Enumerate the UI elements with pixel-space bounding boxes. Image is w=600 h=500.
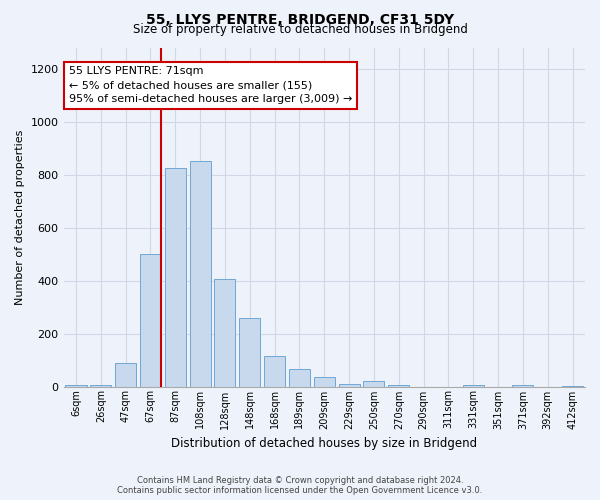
Bar [314,377,335,386]
Bar [512,385,533,386]
Bar [115,362,136,386]
Text: 55, LLYS PENTRE, BRIDGEND, CF31 5DY: 55, LLYS PENTRE, BRIDGEND, CF31 5DY [146,12,454,26]
Y-axis label: Number of detached properties: Number of detached properties [15,130,25,304]
Bar [239,318,260,386]
Bar [388,385,409,386]
Bar [214,279,235,386]
Bar [463,385,484,386]
Bar [65,385,86,386]
Bar [264,356,285,386]
Bar [90,385,112,386]
X-axis label: Distribution of detached houses by size in Bridgend: Distribution of detached houses by size … [171,437,478,450]
Text: Size of property relative to detached houses in Bridgend: Size of property relative to detached ho… [133,22,467,36]
Bar [289,370,310,386]
Bar [190,162,211,386]
Text: Contains HM Land Registry data © Crown copyright and database right 2024.
Contai: Contains HM Land Registry data © Crown c… [118,476,482,495]
Bar [165,168,186,386]
Bar [364,381,385,386]
Bar [338,384,359,386]
Bar [140,254,161,386]
Text: 55 LLYS PENTRE: 71sqm
← 5% of detached houses are smaller (155)
95% of semi-deta: 55 LLYS PENTRE: 71sqm ← 5% of detached h… [69,66,352,104]
